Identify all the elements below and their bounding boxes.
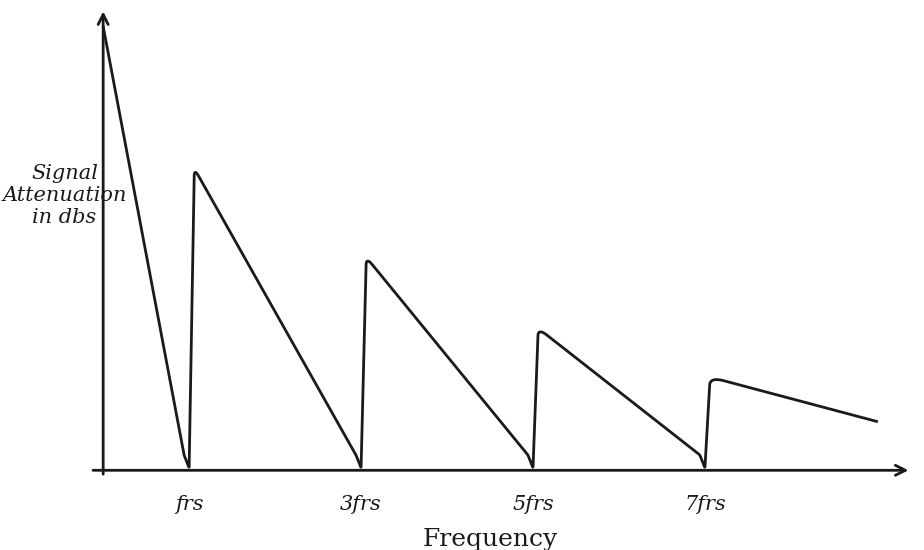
Text: 7frs: 7frs [684, 494, 725, 514]
Text: 3frs: 3frs [340, 494, 382, 514]
Text: 5frs: 5frs [512, 494, 553, 514]
Text: frs: frs [175, 494, 203, 514]
Text: Signal
Attenuation
in dbs: Signal Attenuation in dbs [2, 163, 127, 227]
Text: Frequency: Frequency [422, 528, 557, 550]
